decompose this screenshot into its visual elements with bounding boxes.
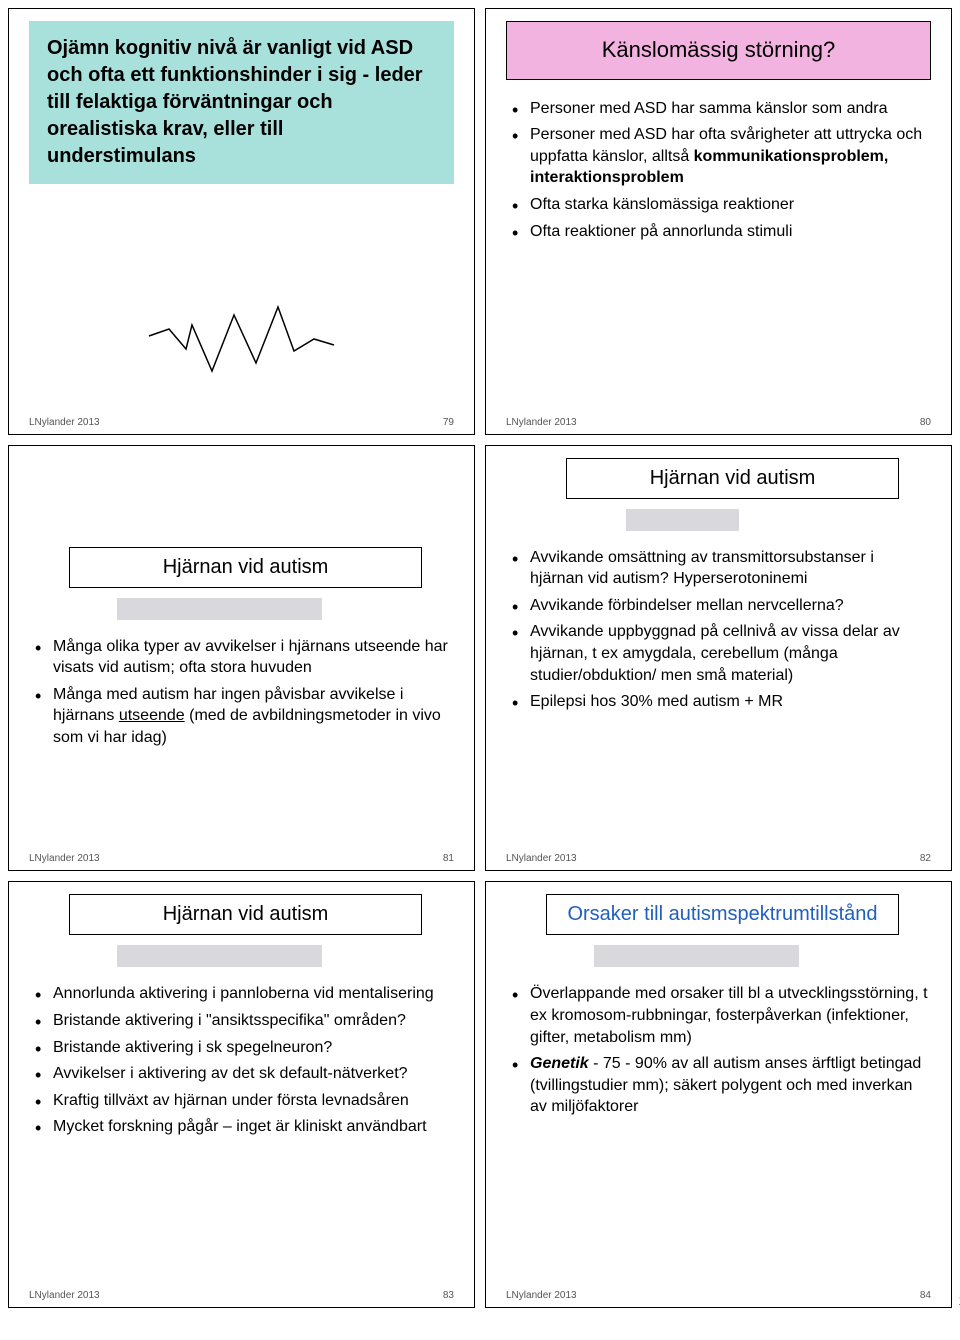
gray-bar <box>117 598 322 620</box>
title-emotional-disturbance: Känslomässig störning? <box>506 21 931 80</box>
footer-page: 79 <box>443 417 454 428</box>
footer-author: LNylander 2013 <box>29 417 100 428</box>
bullet-item: Ofta reaktioner på annorlunda stimuli <box>512 221 931 243</box>
footer-page: 80 <box>920 417 931 428</box>
bullet-item: Avvikelser i aktivering av det sk defaul… <box>35 1063 454 1085</box>
bullet-item: Mycket forskning pågår – inget är klinis… <box>35 1116 454 1138</box>
footer-author: LNylander 2013 <box>29 1290 100 1301</box>
bullet-item: Ofta starka känslomässiga reaktioner <box>512 194 931 216</box>
footer-page: 82 <box>920 853 931 864</box>
bullet-item: Överlappande med orsaker till bl a utvec… <box>512 983 931 1048</box>
footer-author: LNylander 2013 <box>29 853 100 864</box>
bullet-item: Genetik - 75 - 90% av all autism anses ä… <box>512 1053 931 1118</box>
slide-footer: LNylander 2013 83 <box>29 1290 454 1301</box>
bullet-item: Annorlunda aktivering i pannloberna vid … <box>35 983 454 1005</box>
bullet-list: Avvikande omsättning av transmittorsubst… <box>506 547 931 718</box>
bullet-item: Kraftig tillväxt av hjärnan under första… <box>35 1090 454 1112</box>
slide-footer: LNylander 2013 81 <box>29 853 454 864</box>
slide-83: Hjärnan vid autism Annorlunda aktivering… <box>8 881 475 1308</box>
title-causes-autism: Orsaker till autismspektrumtillstånd <box>546 894 899 935</box>
footer-page: 84 <box>920 1290 931 1301</box>
bullet-item: Epilepsi hos 30% med autism + MR <box>512 691 931 713</box>
bullet-item: Många med autism har ingen påvisbar avvi… <box>35 684 454 749</box>
bullet-item: Många olika typer av avvikelser i hjärna… <box>35 636 454 679</box>
bullet-item: Bristande aktivering i sk spegelneuron? <box>35 1037 454 1059</box>
callout-cognitive-level: Ojämn kognitiv nivå är vanligt vid ASD o… <box>29 21 454 184</box>
bullet-item: Personer med ASD har ofta svårigheter at… <box>512 124 931 189</box>
slide-81: Hjärnan vid autism Många olika typer av … <box>8 445 475 872</box>
zigzag-graphic <box>29 291 454 386</box>
footer-author: LNylander 2013 <box>506 853 577 864</box>
bullet-list: Överlappande med orsaker till bl a utvec… <box>506 983 931 1123</box>
bullet-item: Avvikande uppbyggnad på cellnivå av viss… <box>512 621 931 686</box>
bullet-item: Avvikande omsättning av transmittorsubst… <box>512 547 931 590</box>
footer-page: 83 <box>443 1290 454 1301</box>
slide-82: Hjärnan vid autism Avvikande omsättning … <box>485 445 952 872</box>
bullet-item: Avvikande förbindelser mellan nervceller… <box>512 595 931 617</box>
gray-bar <box>626 509 739 531</box>
title-brain-autism: Hjärnan vid autism <box>69 894 422 935</box>
gray-bar <box>594 945 799 967</box>
slide-footer: LNylander 2013 80 <box>506 417 931 428</box>
bullet-list: Många olika typer av avvikelser i hjärna… <box>29 636 454 754</box>
slide-79: Ojämn kognitiv nivå är vanligt vid ASD o… <box>8 8 475 435</box>
bullet-list: Annorlunda aktivering i pannloberna vid … <box>29 983 454 1143</box>
slide-80: Känslomässig störning? Personer med ASD … <box>485 8 952 435</box>
footer-page: 81 <box>443 853 454 864</box>
slide-footer: LNylander 2013 84 <box>506 1290 931 1301</box>
title-brain-autism: Hjärnan vid autism <box>69 547 422 588</box>
bullet-list: Personer med ASD har samma känslor som a… <box>506 98 931 248</box>
bullet-item: Personer med ASD har samma känslor som a… <box>512 98 931 120</box>
footer-author: LNylander 2013 <box>506 417 577 428</box>
slide-footer: LNylander 2013 79 <box>29 417 454 428</box>
slide-grid: Ojämn kognitiv nivå är vanligt vid ASD o… <box>8 8 952 1308</box>
gray-bar <box>117 945 322 967</box>
footer-author: LNylander 2013 <box>506 1290 577 1301</box>
slide-footer: LNylander 2013 82 <box>506 853 931 864</box>
slide-84: Orsaker till autismspektrumtillstånd Öve… <box>485 881 952 1308</box>
title-brain-autism: Hjärnan vid autism <box>566 458 899 499</box>
bullet-item: Bristande aktivering i "ansiktsspecifika… <box>35 1010 454 1032</box>
